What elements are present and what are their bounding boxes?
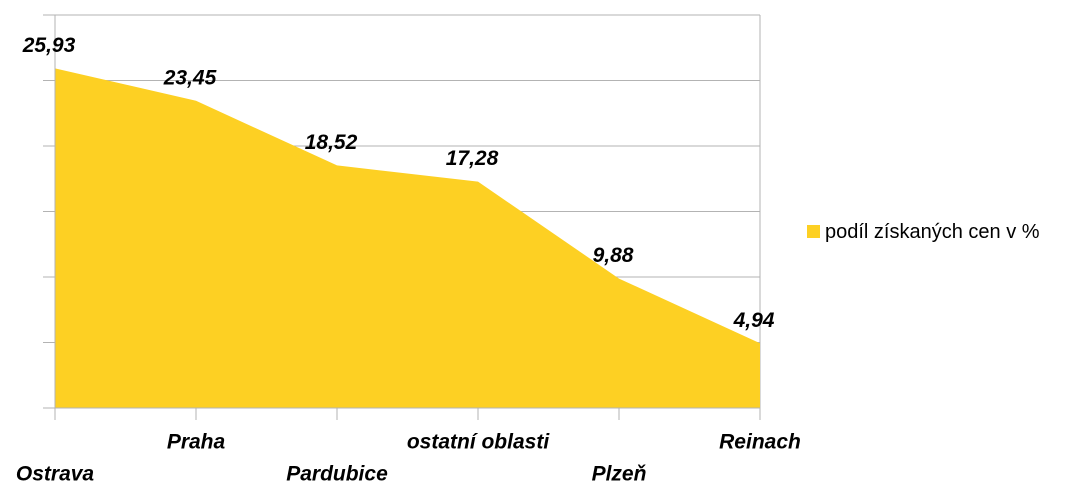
legend: podíl získaných cen v % — [807, 220, 1069, 245]
x-tick-label: Praha — [167, 431, 226, 454]
data-label: 18,52 — [305, 131, 358, 154]
data-label: 23,45 — [163, 66, 217, 89]
x-tick-label: Ostrava — [16, 463, 95, 485]
data-label: 9,88 — [593, 244, 634, 267]
x-tick-label: Plzeň — [592, 463, 647, 485]
x-tick-label: Reinach — [719, 431, 801, 454]
data-label: 4,94 — [733, 309, 775, 332]
area — [55, 68, 760, 408]
legend-label: podíl získaných cen v % — [825, 221, 1040, 243]
data-label: 17,28 — [446, 147, 499, 170]
x-tick-label: ostatní oblasti — [407, 431, 551, 454]
legend-swatch — [807, 225, 820, 238]
x-tick-label: Pardubice — [286, 463, 388, 485]
data-label: 25,93 — [22, 34, 76, 57]
